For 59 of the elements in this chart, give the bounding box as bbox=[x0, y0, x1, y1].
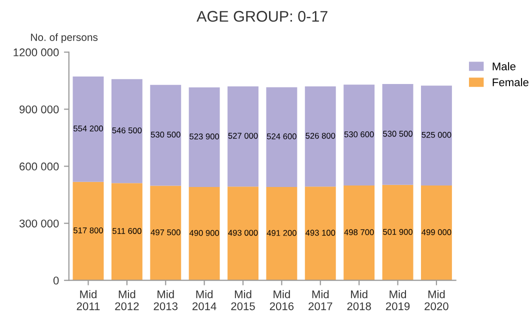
bar bbox=[228, 186, 258, 280]
bar bbox=[420, 86, 452, 186]
data-label: 497 500 bbox=[150, 229, 180, 236]
data-label: 530 600 bbox=[344, 131, 374, 138]
x-tick-label: Mid 2014 bbox=[192, 290, 216, 310]
x-tick-label: Mid 2013 bbox=[154, 290, 178, 310]
bar bbox=[72, 182, 104, 280]
bar bbox=[344, 84, 375, 186]
data-label: 524 600 bbox=[266, 133, 296, 140]
x-tick-label: Mid 2012 bbox=[115, 290, 139, 310]
bar bbox=[188, 87, 220, 188]
x-tick-label: Mid 2016 bbox=[270, 290, 294, 310]
data-label: 546 500 bbox=[112, 127, 142, 134]
data-label: 511 600 bbox=[112, 228, 142, 234]
data-label: 517 800 bbox=[74, 227, 103, 234]
bar bbox=[150, 84, 182, 186]
data-label: 554 200 bbox=[74, 126, 103, 132]
data-label: 493 000 bbox=[228, 230, 258, 236]
x-tick-label: Mid 2011 bbox=[76, 290, 100, 310]
y-axis-title: No. of persons bbox=[31, 33, 98, 44]
y-tick-label: 1200 000 bbox=[14, 48, 59, 56]
data-label: 527 000 bbox=[228, 132, 258, 139]
bar bbox=[266, 87, 298, 187]
bar bbox=[111, 79, 142, 184]
x-tick-label: Mid 2015 bbox=[231, 290, 255, 310]
legend-label: Male bbox=[492, 62, 516, 70]
data-label: 530 500 bbox=[383, 130, 412, 137]
bar bbox=[188, 187, 220, 280]
bar bbox=[420, 185, 452, 280]
data-label: 490 900 bbox=[189, 230, 220, 236]
bar bbox=[304, 86, 336, 187]
bar bbox=[304, 186, 336, 280]
bar bbox=[228, 86, 258, 187]
chart-title: AGE GROUP: 0-17 bbox=[196, 10, 328, 22]
data-label: 523 900 bbox=[190, 134, 220, 140]
data-label: 501 900 bbox=[383, 228, 412, 235]
y-tick-label: 300 000 bbox=[19, 220, 59, 228]
bar bbox=[150, 186, 182, 280]
data-label: 526 800 bbox=[306, 132, 336, 139]
bar bbox=[111, 183, 142, 280]
data-label: 493 100 bbox=[306, 230, 336, 236]
bar bbox=[382, 84, 414, 185]
y-tick-label: 600 000 bbox=[20, 162, 59, 170]
x-tick-label: Mid 2019 bbox=[386, 290, 410, 310]
bar bbox=[266, 186, 298, 280]
legend-label: Female bbox=[492, 78, 528, 86]
x-tick-label: Mid 2018 bbox=[347, 290, 371, 310]
x-tick-label: Mid 2020 bbox=[424, 290, 448, 310]
x-tick-label: Mid 2017 bbox=[308, 290, 332, 310]
y-tick-label: 0 bbox=[53, 276, 59, 284]
bar bbox=[72, 76, 104, 182]
data-label: 491 200 bbox=[266, 230, 296, 236]
bar bbox=[382, 184, 414, 280]
y-tick-label: 900 000 bbox=[20, 105, 59, 114]
bar bbox=[344, 186, 375, 280]
data-label: 498 700 bbox=[344, 229, 374, 236]
data-label: 525 000 bbox=[422, 132, 452, 138]
data-label: 499 000 bbox=[422, 229, 452, 236]
data-label: 530 500 bbox=[150, 132, 180, 138]
